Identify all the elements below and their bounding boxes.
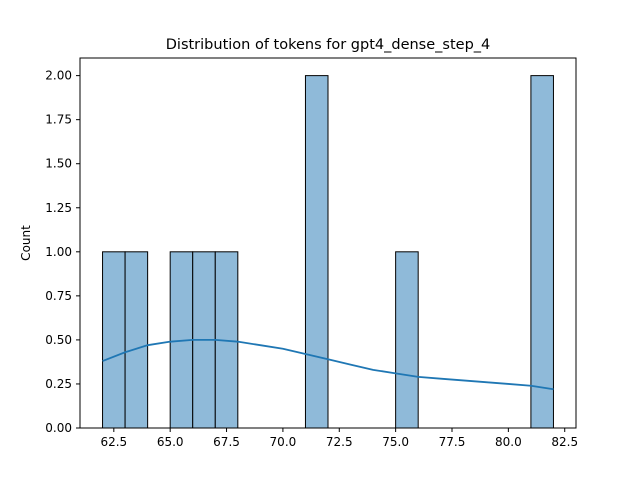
- histogram-bar: [124, 251, 149, 429]
- y-axis: 0.00 0.25 0.50 0.75 1.00 1.25 1.50 1.75 2.00: [45, 69, 80, 435]
- x-axis: 62.5 65.0 67.5 70.0 72.5 75.0 77.5 80.0 82.5: [100, 428, 578, 449]
- x-tick-label: 62.5: [100, 435, 127, 449]
- x-tick-label: 82.5: [551, 435, 578, 449]
- histogram-bar: [304, 75, 329, 429]
- y-tick-label: 1.00: [45, 245, 72, 259]
- histogram-bars: [102, 75, 554, 429]
- x-tick-label: 77.5: [439, 435, 466, 449]
- x-tick-label: 67.5: [213, 435, 240, 449]
- histogram-bar: [530, 75, 554, 429]
- y-tick-label: 0.75: [45, 289, 72, 303]
- y-axis-label: Count: [19, 225, 33, 261]
- y-tick-label: 1.75: [45, 113, 72, 127]
- histogram-bar: [395, 251, 419, 429]
- x-tick-label: 65.0: [157, 435, 184, 449]
- y-tick-label: 0.00: [45, 421, 72, 435]
- plot-area-frame: [79, 57, 577, 429]
- y-tick-label: 1.25: [45, 201, 72, 215]
- x-tick-label: 72.5: [326, 435, 353, 449]
- y-tick-label: 2.00: [45, 69, 72, 83]
- y-tick-label: 0.50: [45, 333, 72, 347]
- x-tick-label: 80.0: [495, 435, 522, 449]
- histogram-bar: [102, 251, 126, 429]
- x-tick-label: 70.0: [270, 435, 297, 449]
- y-tick-label: 1.50: [45, 157, 72, 171]
- x-tick-label: 75.0: [382, 435, 409, 449]
- chart-title: Distribution of tokens for gpt4_dense_st…: [166, 37, 491, 53]
- y-tick-label: 0.25: [45, 377, 72, 391]
- kde-curve: [102, 339, 554, 391]
